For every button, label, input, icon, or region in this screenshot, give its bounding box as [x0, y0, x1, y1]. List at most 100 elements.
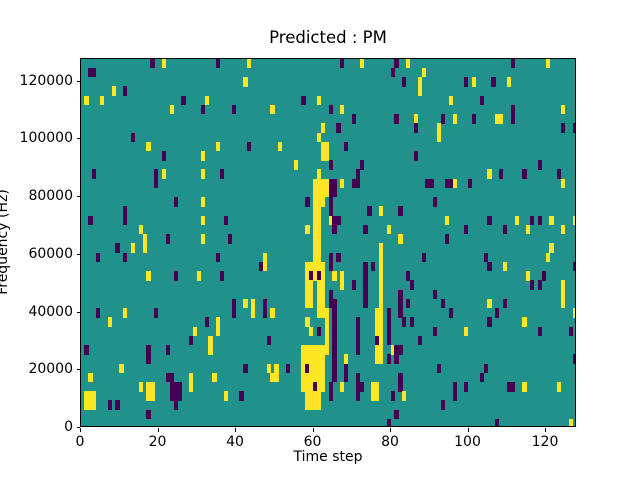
heatmap-cell — [541, 271, 546, 281]
heatmap-cell — [390, 391, 395, 401]
heatmap-cell — [375, 354, 380, 364]
heatmap-cell — [328, 252, 333, 263]
heatmap-cell — [378, 345, 384, 355]
heatmap-cell — [301, 381, 306, 392]
heatmap-cell — [394, 58, 399, 69]
heatmap-cell — [417, 335, 422, 346]
heatmap-cell — [177, 391, 182, 401]
heatmap-cell — [316, 178, 322, 189]
heatmap-cell — [316, 400, 322, 410]
heatmap-cell — [305, 381, 310, 392]
heatmap-cell — [320, 289, 326, 300]
heatmap-cell — [328, 187, 333, 198]
heatmap-cell — [561, 123, 566, 133]
heatmap-cell — [328, 104, 333, 115]
heatmap-cell — [363, 280, 368, 290]
heatmap-cell — [324, 345, 329, 355]
heatmap-cell — [313, 271, 318, 281]
heatmap-cell — [328, 197, 333, 207]
heatmap-cell — [394, 409, 399, 420]
heatmap-cell — [417, 77, 422, 87]
heatmap-cell — [355, 381, 360, 392]
heatmap-cell — [313, 178, 318, 189]
x-tick-mark — [390, 428, 391, 432]
heatmap-cell — [154, 178, 159, 189]
heatmap-cell — [572, 123, 575, 133]
heatmap-cell — [328, 381, 333, 392]
heatmap-cell — [119, 363, 124, 374]
heatmap-cell — [363, 289, 368, 300]
heatmap-cell — [506, 77, 512, 87]
heatmap-cell — [561, 289, 566, 300]
heatmap-cell — [316, 252, 322, 263]
heatmap-cell — [409, 280, 415, 290]
heatmap-cell — [398, 372, 403, 383]
heatmap-cell — [130, 243, 136, 253]
heatmap-cell — [301, 354, 306, 364]
heatmap-cell — [305, 224, 310, 235]
heatmap-cell — [502, 298, 508, 309]
y-tick-label: 120000 — [19, 72, 73, 89]
heatmap-cell — [200, 169, 205, 179]
heatmap-cell — [340, 104, 345, 115]
heatmap-cell — [316, 354, 322, 364]
heatmap-cell — [301, 345, 306, 355]
heatmap-cell — [262, 252, 267, 263]
heatmap-cell — [561, 298, 566, 309]
heatmap-cell — [510, 58, 515, 69]
heatmap-cell — [386, 418, 391, 427]
heatmap-cell — [425, 178, 430, 189]
heatmap-cell — [115, 400, 120, 410]
heatmap-cell — [223, 215, 229, 226]
heatmap-cell — [324, 317, 329, 327]
heatmap-cell — [313, 345, 318, 355]
heatmap-cell — [309, 391, 314, 401]
heatmap-cell — [309, 363, 314, 374]
heatmap-cell — [316, 224, 322, 235]
heatmap-cell — [378, 354, 384, 364]
heatmap-cell — [448, 95, 453, 106]
y-tick-mark — [76, 196, 80, 198]
heatmap-cell — [390, 67, 395, 78]
heatmap-cell — [561, 178, 566, 189]
heatmap-cell — [386, 326, 391, 337]
heatmap-cell — [305, 261, 310, 272]
heatmap-cell — [169, 104, 174, 115]
heatmap-cell — [328, 206, 333, 216]
heatmap-cell — [216, 317, 221, 327]
heatmap-cell — [309, 326, 314, 337]
heatmap-cell — [378, 326, 384, 337]
heatmap-cell — [154, 169, 159, 179]
heatmap-cell — [332, 326, 337, 337]
heatmap-cell — [161, 169, 167, 179]
heatmap-cell — [247, 141, 252, 152]
heatmap-cell — [328, 215, 333, 226]
heatmap-cell — [200, 104, 205, 115]
heatmap-cell — [231, 308, 236, 318]
heatmap-cell — [313, 252, 318, 263]
y-tick-mark — [76, 80, 80, 82]
heatmap-cell — [320, 372, 326, 383]
heatmap-cell — [189, 372, 194, 383]
heatmap-cell — [394, 354, 399, 364]
heatmap-cell — [429, 178, 434, 189]
heatmap-cell — [146, 345, 151, 355]
x-tick-label: 120 — [531, 434, 559, 450]
heatmap-cell — [332, 335, 337, 346]
heatmap-cell — [270, 372, 275, 383]
heatmap-cell — [537, 326, 543, 337]
heatmap-cell — [320, 298, 326, 309]
heatmap-cell — [332, 345, 337, 355]
heatmap-cell — [146, 381, 151, 392]
heatmap-cell — [309, 400, 314, 410]
heatmap-cell — [189, 381, 194, 392]
heatmap-cell — [502, 261, 508, 272]
heatmap-cell — [173, 400, 178, 410]
heatmap-cell — [324, 326, 329, 337]
heatmap-cell — [243, 363, 248, 374]
heatmap-cell — [487, 261, 492, 272]
heatmap-cell — [572, 261, 575, 272]
chart-title: Predicted : PM — [269, 28, 387, 47]
heatmap-cell — [468, 178, 473, 189]
heatmap-cell — [545, 58, 550, 69]
